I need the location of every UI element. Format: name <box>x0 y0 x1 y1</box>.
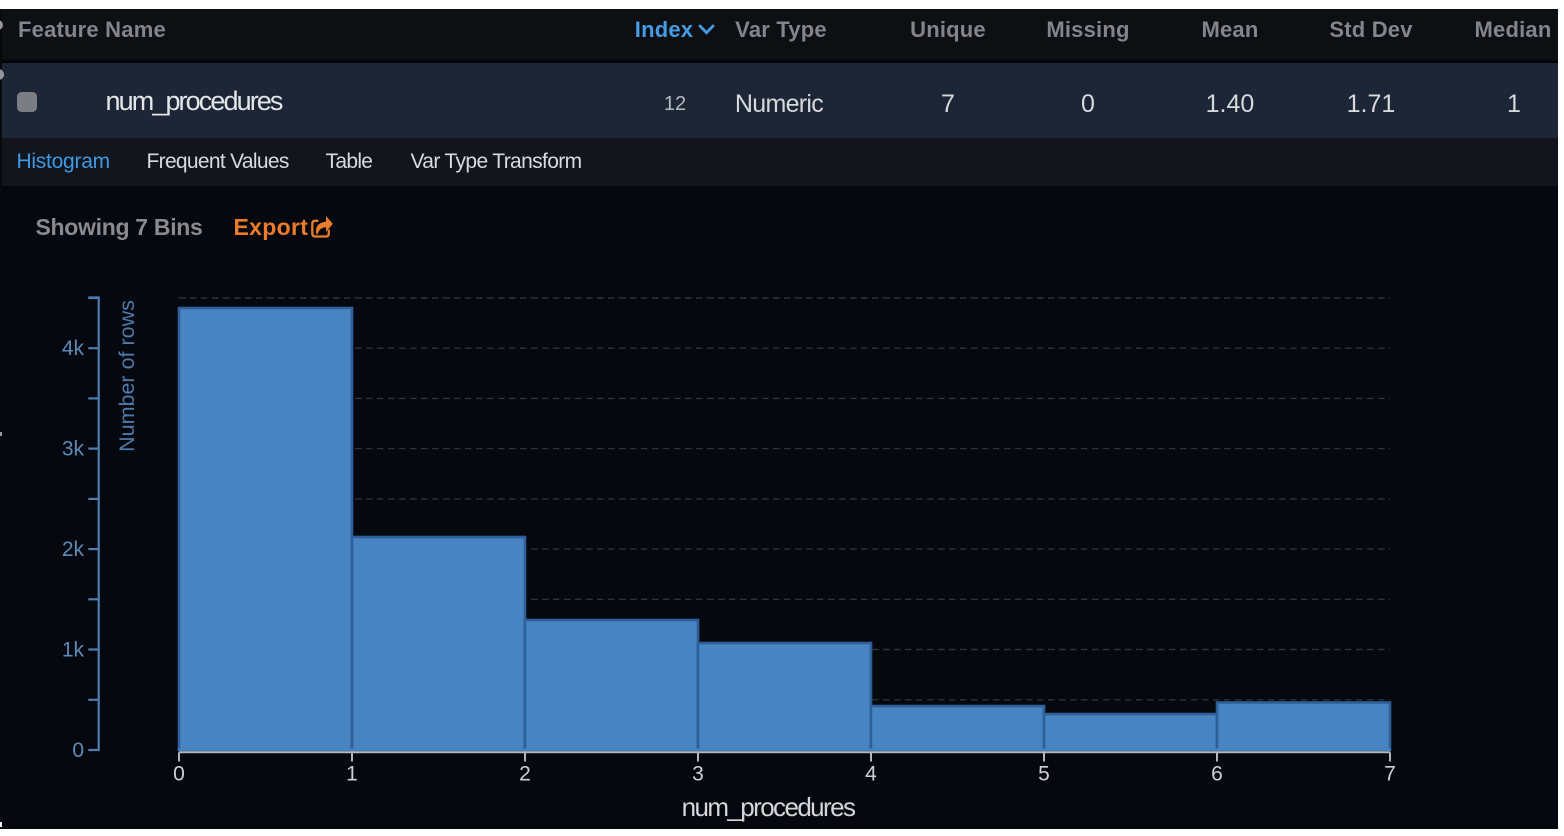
svg-text:0: 0 <box>173 763 185 786</box>
svg-text:4: 4 <box>865 763 877 786</box>
svg-text:4k: 4k <box>62 337 85 360</box>
svg-text:1k: 1k <box>62 639 85 662</box>
svg-text:2k: 2k <box>62 538 85 561</box>
svg-text:1: 1 <box>346 763 358 786</box>
svg-text:7: 7 <box>1384 763 1396 786</box>
svg-text:Number of rows: Number of rows <box>115 300 139 452</box>
svg-text:0: 0 <box>72 739 84 762</box>
svg-text:5: 5 <box>1038 763 1050 786</box>
svg-text:3: 3 <box>692 763 704 786</box>
svg-text:2: 2 <box>519 763 531 786</box>
svg-text:num_procedures: num_procedures <box>682 792 856 822</box>
svg-text:3k: 3k <box>62 438 85 461</box>
svg-text:6: 6 <box>1211 763 1223 786</box>
